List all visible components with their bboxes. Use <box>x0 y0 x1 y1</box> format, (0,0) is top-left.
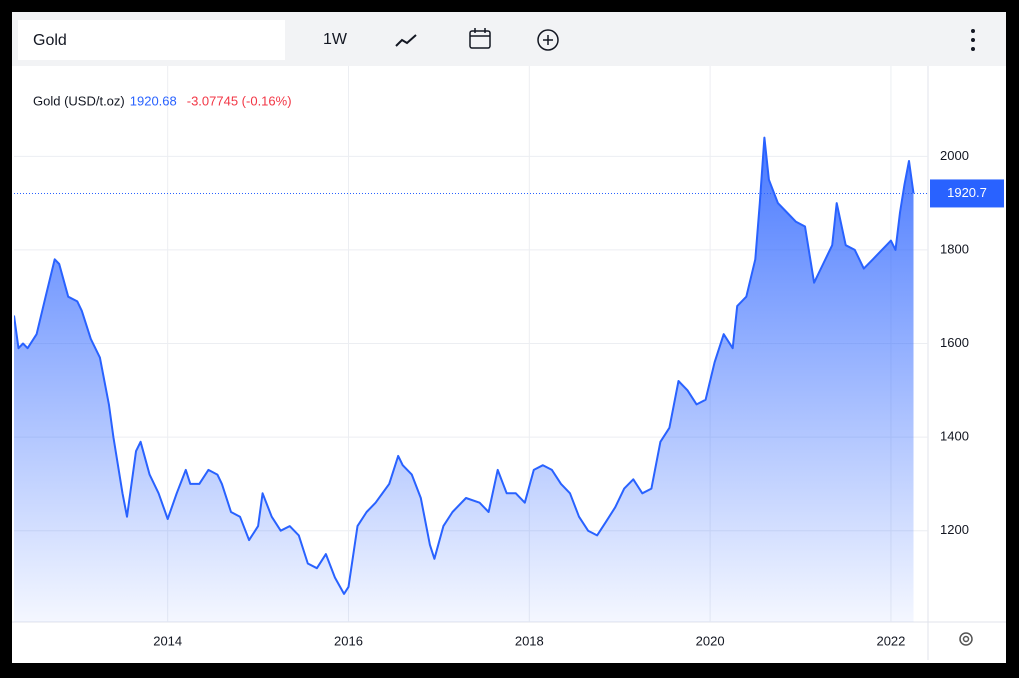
legend-name: Gold (USD/t.oz) <box>33 93 125 108</box>
add-icon[interactable] <box>537 29 559 51</box>
symbol-input[interactable] <box>18 20 285 60</box>
y-tick-label: 1600 <box>940 335 969 350</box>
y-tick-label: 1800 <box>940 241 969 256</box>
legend-change: -3.07745 (-0.16%) <box>187 93 292 108</box>
menu-icon[interactable] <box>971 29 975 51</box>
x-tick-label: 2016 <box>334 633 363 648</box>
y-tick-label: 2000 <box>940 148 969 163</box>
calendar-icon[interactable] <box>469 28 491 49</box>
last-price-label: 1920.7 <box>947 185 987 200</box>
symbol: Gold <box>33 32 67 49</box>
x-tick-label: 2020 <box>696 633 725 648</box>
settings-icon[interactable] <box>959 632 973 646</box>
area <box>14 137 914 622</box>
chart-type-icon[interactable] <box>395 34 417 47</box>
line <box>14 136 915 595</box>
last-price-tag <box>930 179 1004 208</box>
y-tick-label: 1400 <box>940 429 969 444</box>
y-tick-label: 1200 <box>940 522 969 537</box>
x-tick-label: 2022 <box>876 633 905 648</box>
x-tick-label: 2014 <box>153 633 182 648</box>
x-tick-label: 2018 <box>515 633 544 648</box>
interval-button[interactable]: 1W <box>323 31 348 48</box>
legend-price: 1920.68 <box>130 93 177 108</box>
